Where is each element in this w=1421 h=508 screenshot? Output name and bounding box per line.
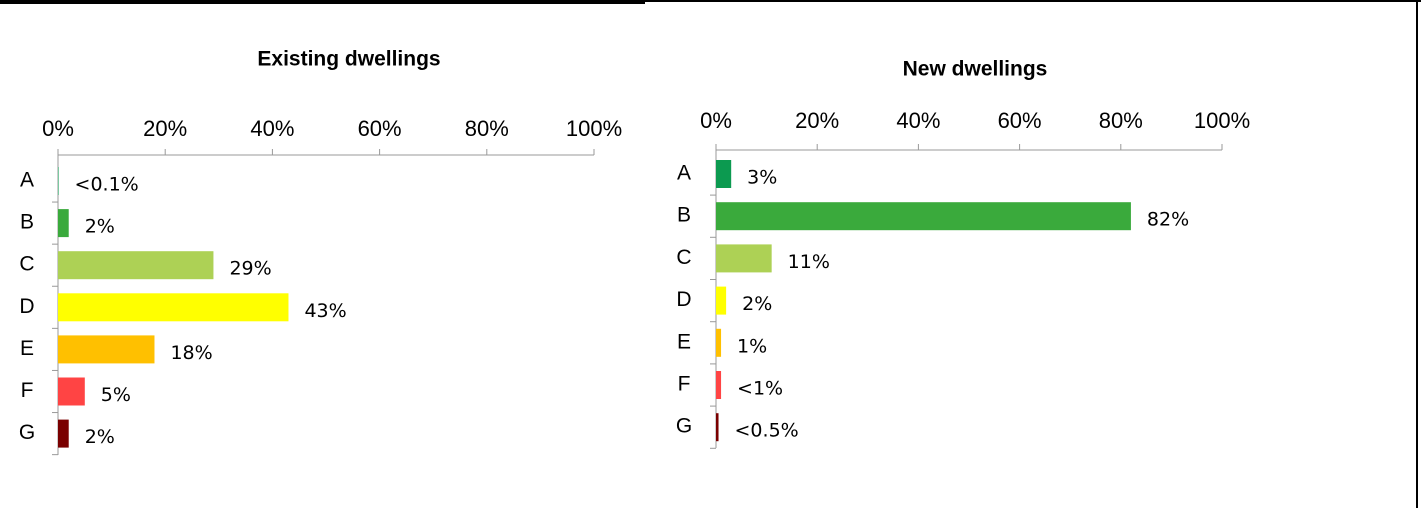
bar [58, 377, 85, 406]
bar [716, 202, 1131, 231]
bar [58, 419, 69, 448]
value-label: 18% [170, 342, 212, 364]
x-tick-label: 80% [1099, 108, 1143, 133]
x-tick-label: 0% [700, 108, 732, 133]
category-label: D [19, 295, 34, 318]
value-label: <0.5% [735, 420, 799, 442]
x-tick-label: 40% [896, 108, 940, 133]
value-label: 3% [747, 167, 777, 189]
x-tick-label: 20% [143, 116, 187, 141]
value-label: 2% [85, 426, 115, 448]
category-label: F [678, 373, 691, 396]
border-top [645, 0, 1421, 2]
category-label: C [676, 246, 691, 269]
value-label: <0.1% [75, 174, 139, 196]
bar [58, 209, 69, 238]
x-tick-label: 60% [998, 108, 1042, 133]
value-label: 43% [304, 300, 346, 322]
bar [716, 371, 722, 399]
bar [716, 413, 719, 442]
bar [58, 335, 155, 364]
value-label: 11% [788, 251, 830, 273]
border-right [1416, 0, 1418, 508]
category-label: B [677, 204, 691, 227]
value-label: 82% [1147, 209, 1189, 231]
category-label: E [677, 330, 691, 353]
header-strip [0, 0, 645, 4]
value-label: 2% [85, 216, 115, 238]
value-label: 2% [742, 293, 772, 315]
bar [58, 251, 214, 280]
x-tick-label: 20% [795, 108, 839, 133]
x-tick-label: 0% [42, 116, 74, 141]
x-tick-label: 60% [358, 116, 402, 141]
value-label: 5% [101, 384, 131, 406]
bar [58, 167, 59, 195]
x-tick-label: 100% [1194, 108, 1250, 133]
bar [716, 328, 722, 357]
category-label: A [20, 169, 34, 192]
chart-title: Existing dwellings [257, 48, 440, 71]
bar [716, 244, 772, 273]
bar [716, 160, 732, 188]
category-label: C [19, 253, 34, 276]
category-label: G [676, 415, 692, 438]
value-label: 29% [229, 258, 271, 280]
bar [716, 286, 727, 315]
category-label: A [677, 162, 691, 185]
bar [58, 293, 289, 322]
category-label: D [676, 288, 691, 311]
category-label: B [20, 211, 34, 234]
x-tick-label: 40% [250, 116, 294, 141]
x-tick-label: 100% [566, 116, 622, 141]
category-label: E [20, 337, 34, 360]
value-label: 1% [737, 335, 767, 357]
category-label: G [19, 421, 35, 444]
value-label: <1% [737, 378, 783, 400]
x-tick-label: 80% [465, 116, 509, 141]
category-label: F [21, 379, 34, 402]
chart-title: New dwellings [903, 58, 1048, 81]
